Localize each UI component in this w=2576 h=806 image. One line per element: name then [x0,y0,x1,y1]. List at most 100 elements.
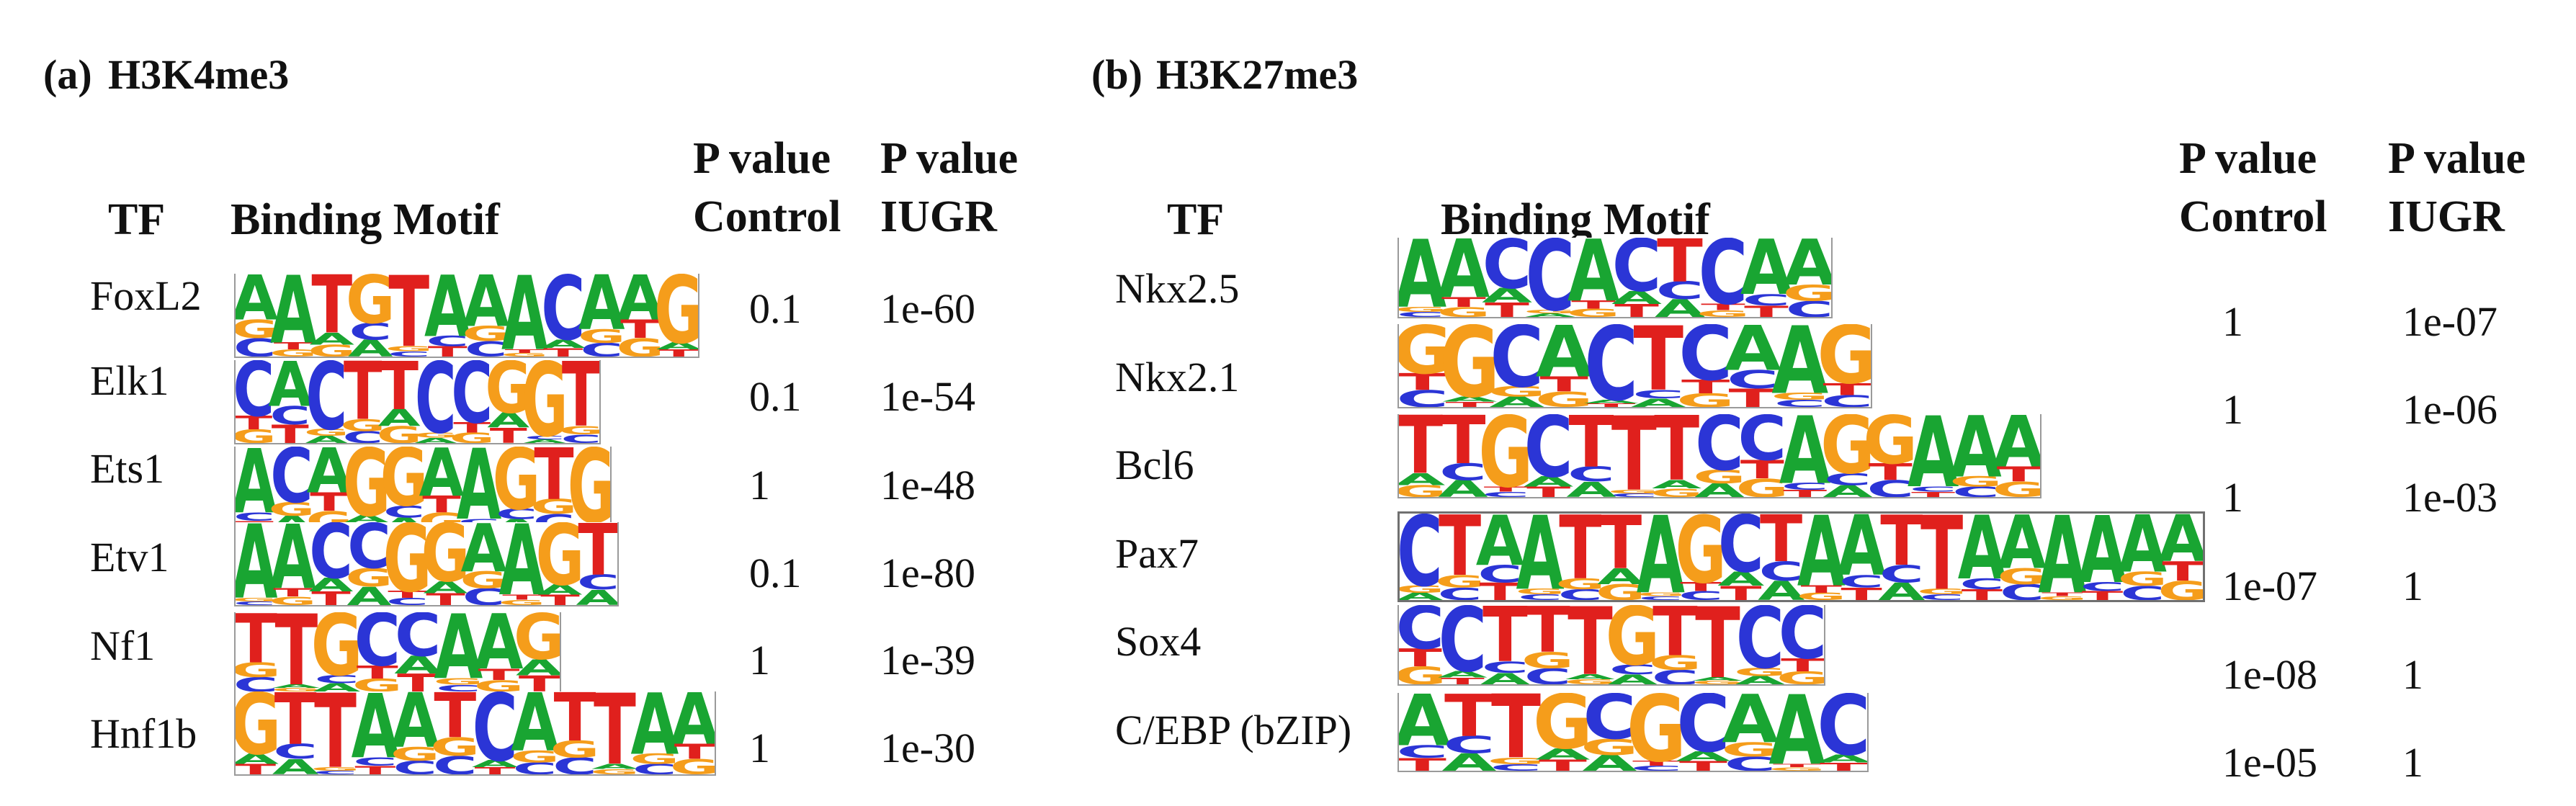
motif-letter: A [591,762,638,771]
tf-name: Pax7 [1115,530,1199,577]
motif-letter: A [1694,480,1744,497]
motif-letter: A [307,447,352,507]
motif-letter: C [581,339,623,357]
motif-letter: G [522,360,568,443]
motif-letter: T [1997,462,2040,487]
motif-letter: C [1490,324,1544,406]
motif-letter: G [390,743,440,765]
motif-logo-svg: GATACTCTGTACACTCGTGATAGCGTCTCAACGCTGTCAC… [1399,414,2040,497]
motif-letter: C [458,517,500,526]
motif-letter: C [1910,485,1957,493]
motif-letter: T [620,315,661,344]
p-value-control: 1 [2222,474,2243,521]
motif-letter: C [273,740,317,764]
motif-letter: T [1841,584,1882,600]
p-value-iugr: 1 [2402,651,2423,698]
motif-letter: C [1774,398,1826,407]
motif-letter: T [1399,644,1442,672]
motif-letter: T [1587,403,1636,407]
motif-letter: G [617,333,664,357]
motif-letter: A [1784,238,1831,300]
motif-letter: C [1725,753,1776,771]
motif-letter: C [632,761,676,774]
motif-letter: G [385,344,433,353]
motif-letter: C [314,673,359,686]
motif-letter: C [1518,593,1562,600]
motif-letter: A [1823,482,1873,497]
motif-letter: G [1533,693,1593,766]
motif-letter: T [2082,589,2124,600]
motif-letter: T [272,420,310,443]
panel-a-header-piugr: P value IUGR [880,134,1019,241]
motif-letter: C [309,522,353,596]
motif-letter: T [1744,303,1789,317]
motif-letter: T [1559,514,1601,599]
motif-letter: C [313,770,357,774]
panel-b-header-pcontrol: P value Control [2179,134,2327,241]
motif-letter: G [343,447,390,529]
p-value-iugr: 1 [2402,739,2423,786]
motif-letter: T [1820,761,1867,771]
motif-letter: G [1400,583,1444,595]
motif-letter: C [343,429,383,443]
motif-letter: A [472,758,519,769]
motif-letter: C [1676,693,1730,770]
motif-letter: T [422,491,461,518]
motif-letter: A [1442,749,1497,771]
p-value-control: 1 [749,725,770,771]
motif-letter: C [1567,462,1615,487]
motif-letter: A [1717,568,1764,590]
motif-letter: A [1838,514,1886,595]
motif-letter: T [1439,514,1481,595]
motif-letter: T [1567,605,1613,684]
motif-letter: A [414,436,457,443]
p-value-control: 1 [2222,298,2243,345]
motif-letter: C [462,584,505,605]
motif-letter: G [1736,474,1789,497]
motif-letter: A [630,691,679,774]
motif-letter: C [236,360,274,434]
motif-letter: G [2158,576,2203,600]
motif-letter: A [617,274,663,333]
motif-letter: G [474,677,524,691]
motif-letter: C [270,401,310,431]
motif-letter: A [345,514,389,524]
motif-letter: G [346,274,395,339]
panel-a-title: H3K4me3 [108,51,290,98]
p-value-control: 1 [2222,386,2243,433]
motif-letter: C [1438,584,1482,600]
motif-letter: A [1438,238,1490,317]
motif-logo-svg: CGAGTAGATACGCGTTCACGAGTATACCGAGTATAG [236,274,698,357]
motif-letter: A [424,274,470,356]
motif-logo-svg: AGCCGTTCACGACGTGATCGACTGTACACTGTATCAACTC… [1400,514,2203,600]
tf-name: Etv1 [90,534,169,581]
motif-letter: T [388,589,427,600]
motif-logo: CTGTAGAGCGTATACACTGTCTCACGACTG [1397,324,1872,408]
motif-letter: T [1441,676,1485,684]
motif-letter: A [2159,514,2203,576]
motif-letter: T [534,447,573,516]
motif-letter: C [236,510,275,524]
motif-letter: G [1535,388,1593,407]
motif-letter: A [1958,514,2006,599]
motif-letter: C [1558,586,1603,600]
motif-letter: G [1771,391,1829,402]
motif-letter: T [1880,514,1923,581]
motif-logo: TAGACTCGTTCACGACGTTACCGACGTGATCGAGTA [234,691,716,776]
motif-letter: A [1442,395,1498,403]
motif-letter: T [1441,295,1486,310]
motif-letter: T [274,341,314,352]
motif-letter: C [1524,414,1573,496]
motif-letter: T [1633,324,1683,407]
motif-letter: T [1484,485,1529,493]
motif-letter: A [1490,394,1544,407]
motif-letter: A [1399,470,1446,489]
motif-letter: G [434,676,484,687]
motif-letter: C [433,751,477,774]
motif-letter: T [1446,400,1495,407]
motif-letter: T [380,360,419,425]
tf-name: Nkx2.1 [1115,354,1240,400]
motif-letter: G [272,687,322,691]
